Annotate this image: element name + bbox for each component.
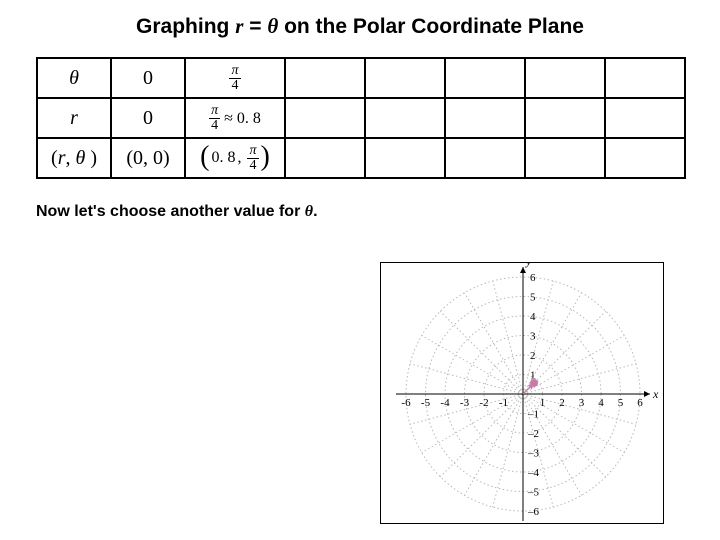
- table-cell-blank: [605, 58, 685, 98]
- svg-text:5: 5: [618, 397, 624, 409]
- table-cell-blank: [365, 98, 445, 138]
- table-cell: 0: [111, 98, 185, 138]
- svg-text:4: 4: [530, 311, 536, 323]
- svg-text:-3: -3: [460, 397, 470, 409]
- svg-text:3: 3: [579, 397, 585, 409]
- table-cell: ( 0. 8, π4 ): [185, 138, 285, 178]
- table-cell-blank: [525, 138, 605, 178]
- svg-text:–5: –5: [527, 487, 540, 499]
- value-table: θ 0 π4 r 0 π4 ≈ 0. 8 (r, θ ) (0, 0) ( 0.…: [36, 57, 686, 179]
- svg-text:-6: -6: [401, 397, 411, 409]
- svg-text:-5: -5: [421, 397, 431, 409]
- table-cell-blank: [605, 98, 685, 138]
- svg-text:-4: -4: [440, 397, 450, 409]
- svg-text:x: x: [652, 387, 659, 401]
- svg-text:2: 2: [530, 350, 536, 362]
- table-cell-blank: [525, 98, 605, 138]
- svg-text:–4: –4: [527, 467, 540, 479]
- table-cell: π4 ≈ 0. 8: [185, 98, 285, 138]
- row-header: (r, θ ): [37, 138, 111, 178]
- svg-text:–2: –2: [527, 428, 539, 440]
- table-cell-blank: [285, 98, 365, 138]
- svg-text:4: 4: [598, 397, 604, 409]
- svg-text:3: 3: [530, 331, 536, 343]
- table-row: r 0 π4 ≈ 0. 8: [37, 98, 685, 138]
- svg-text:6: 6: [530, 272, 536, 284]
- table-cell-blank: [285, 138, 365, 178]
- svg-text:–1: –1: [527, 409, 539, 421]
- svg-text:-1: -1: [499, 397, 508, 409]
- svg-text:1: 1: [540, 397, 546, 409]
- table-cell: π4: [185, 58, 285, 98]
- row-header: r: [37, 98, 111, 138]
- table-cell-blank: [445, 98, 525, 138]
- table-cell: (0, 0): [111, 138, 185, 178]
- table-cell-blank: [445, 138, 525, 178]
- svg-text:6: 6: [637, 397, 643, 409]
- table-cell-blank: [605, 138, 685, 178]
- table-cell-blank: [525, 58, 605, 98]
- table-cell-blank: [445, 58, 525, 98]
- title-post: on the Polar Coordinate Plane: [278, 15, 584, 38]
- svg-text:y: y: [525, 263, 532, 268]
- table-cell-blank: [365, 138, 445, 178]
- table-cell-blank: [365, 58, 445, 98]
- title-eq: =: [243, 15, 267, 38]
- title-pre: Graphing: [136, 15, 235, 38]
- table-cell-blank: [285, 58, 365, 98]
- svg-text:5: 5: [530, 292, 536, 304]
- table-cell: 0: [111, 58, 185, 98]
- polar-plot: xy-6-5-4-3-2-1123456123456–1–2–3–4–5–6: [380, 262, 664, 524]
- title-rhs: θ: [267, 14, 278, 38]
- svg-text:-2: -2: [479, 397, 488, 409]
- svg-text:2: 2: [559, 397, 565, 409]
- svg-text:–6: –6: [527, 506, 540, 518]
- prose-line: Now let's choose another value for θ.: [36, 203, 720, 221]
- table-row: θ 0 π4: [37, 58, 685, 98]
- table-row: (r, θ ) (0, 0) ( 0. 8, π4 ): [37, 138, 685, 178]
- svg-text:–3: –3: [527, 448, 540, 460]
- page-title: Graphing r = θ on the Polar Coordinate P…: [0, 0, 720, 49]
- row-header: θ: [37, 58, 111, 98]
